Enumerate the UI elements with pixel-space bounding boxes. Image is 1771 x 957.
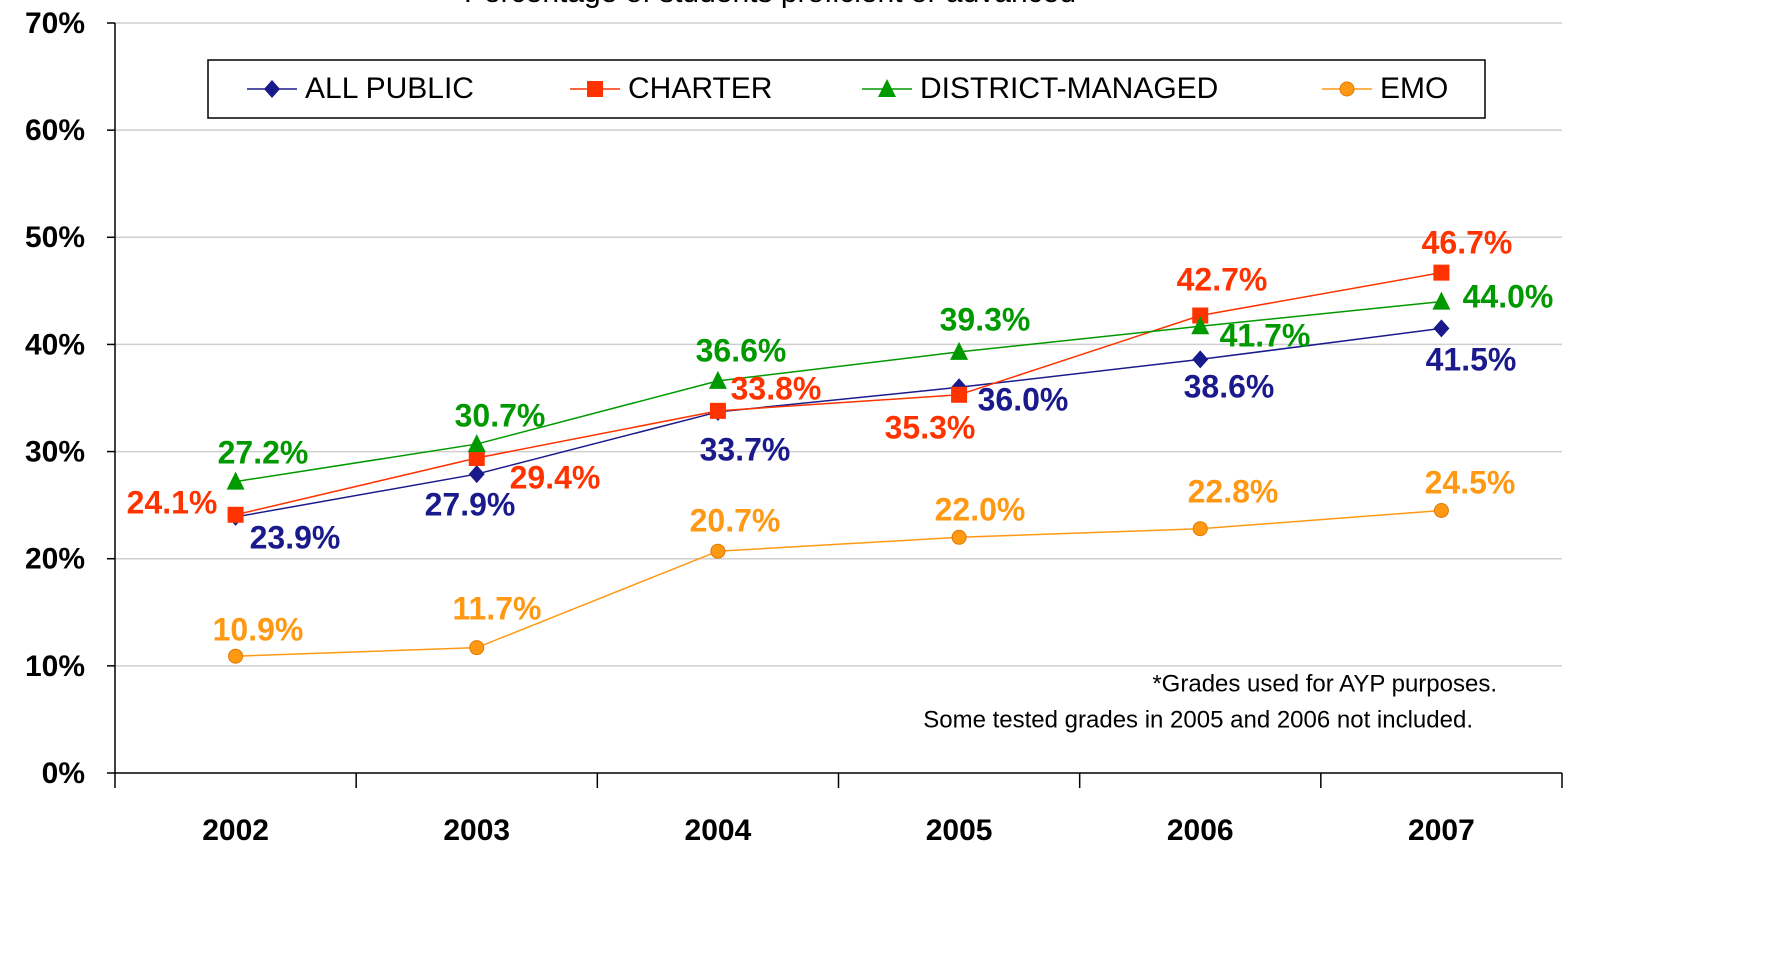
data-point xyxy=(227,506,244,523)
data-label: 24.5% xyxy=(1425,464,1516,500)
annotation: Some tested grades in 2005 and 2006 not … xyxy=(923,706,1473,733)
data-label: 23.9% xyxy=(250,519,341,555)
y-tick-label: 70% xyxy=(25,7,85,40)
data-point xyxy=(709,402,726,419)
chart-title: Percentage of students proficient or adv… xyxy=(464,0,1076,9)
y-tick-label: 0% xyxy=(42,757,85,790)
legend-marker xyxy=(878,79,896,97)
legend-marker xyxy=(587,81,603,97)
y-tick-label: 60% xyxy=(25,114,85,147)
data-point xyxy=(951,386,968,403)
data-point xyxy=(1432,291,1451,310)
data-label: 33.8% xyxy=(731,370,822,406)
data-point xyxy=(1192,350,1209,369)
x-tick-label: 2005 xyxy=(926,814,993,847)
legend-label: CHARTER xyxy=(628,72,772,105)
data-label: 38.6% xyxy=(1184,368,1275,404)
legend-label: EMO xyxy=(1380,72,1448,105)
legend-label: DISTRICT-MANAGED xyxy=(920,72,1218,105)
series-line xyxy=(235,300,1442,483)
data-label: 33.7% xyxy=(700,431,791,467)
legend-box xyxy=(207,59,1486,119)
y-tick-label: 20% xyxy=(25,543,85,576)
series-line xyxy=(235,509,1442,657)
x-tick-label: 2006 xyxy=(1167,814,1234,847)
data-point xyxy=(228,648,244,664)
data-label: 41.7% xyxy=(1220,317,1311,353)
y-tick-label: 30% xyxy=(25,435,85,468)
data-label: 27.2% xyxy=(218,434,309,470)
data-label: 11.7% xyxy=(453,590,542,626)
data-label: 30.7% xyxy=(455,397,546,433)
data-label: 42.7% xyxy=(1177,261,1268,297)
data-point xyxy=(226,471,245,490)
y-tick-label: 50% xyxy=(25,221,85,254)
data-label: 41.5% xyxy=(1426,341,1517,377)
data-point xyxy=(1433,503,1449,518)
data-label: 29.4% xyxy=(510,459,601,495)
data-point xyxy=(467,434,486,453)
data-point xyxy=(710,543,726,559)
legend-label: ALL PUBLIC xyxy=(305,72,474,105)
data-point xyxy=(1433,319,1450,338)
x-tick-label: 2003 xyxy=(443,814,510,847)
data-point xyxy=(469,640,485,656)
data-point xyxy=(1191,316,1210,335)
data-point xyxy=(1192,521,1208,537)
data-label: 35.3% xyxy=(885,409,976,445)
data-label: 46.7% xyxy=(1422,224,1513,260)
x-tick-label: 2004 xyxy=(685,814,752,847)
data-label: 36.6% xyxy=(696,332,787,368)
legend-marker xyxy=(264,80,280,98)
data-point xyxy=(951,529,967,545)
data-point xyxy=(468,450,485,466)
legend-marker xyxy=(1339,81,1355,97)
x-tick-label: 2007 xyxy=(1408,814,1475,847)
data-label: 36.0% xyxy=(978,381,1069,417)
data-label: 44.0% xyxy=(1463,278,1554,314)
y-tick-label: 40% xyxy=(25,328,85,361)
data-point xyxy=(950,341,969,360)
data-label: 24.1% xyxy=(127,484,218,520)
y-tick-label: 10% xyxy=(25,650,85,683)
data-label: 39.3% xyxy=(940,301,1031,337)
annotation: *Grades used for AYP purposes. xyxy=(1152,670,1497,697)
series-line xyxy=(235,327,1442,518)
data-point xyxy=(468,465,485,484)
series-line xyxy=(235,271,1442,516)
data-label: 20.7% xyxy=(690,502,781,538)
x-tick-label: 2002 xyxy=(202,814,269,847)
data-label: 22.0% xyxy=(935,491,1026,527)
data-label: 10.9% xyxy=(213,611,304,647)
data-point xyxy=(1433,264,1450,281)
data-label: 27.9% xyxy=(425,486,516,522)
data-point xyxy=(708,370,727,389)
data-point xyxy=(1192,307,1209,324)
data-label: 22.8% xyxy=(1188,473,1279,509)
